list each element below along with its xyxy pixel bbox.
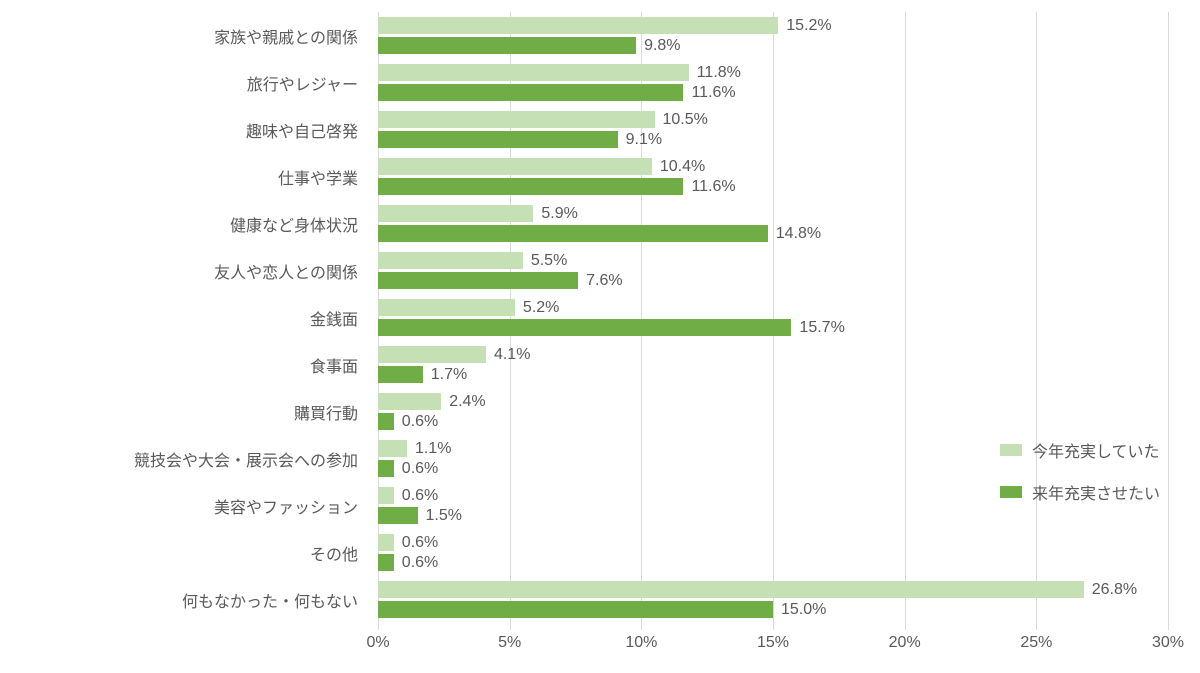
legend-swatch bbox=[1000, 486, 1022, 498]
bar-series-b bbox=[378, 413, 394, 430]
gridline bbox=[905, 12, 906, 624]
bar-value-label: 15.0% bbox=[781, 601, 826, 619]
legend-label: 来年充実させたい bbox=[1032, 480, 1160, 504]
bar-series-a bbox=[378, 111, 655, 128]
bar-value-label: 5.9% bbox=[541, 205, 577, 223]
bar-value-label: 11.6% bbox=[691, 178, 735, 196]
bar-series-a bbox=[378, 205, 533, 222]
bar-series-b bbox=[378, 319, 791, 336]
gridline bbox=[510, 12, 511, 624]
bar-value-label: 9.1% bbox=[626, 131, 662, 149]
bar-series-a bbox=[378, 64, 689, 81]
bar-value-label: 1.5% bbox=[426, 507, 462, 525]
category-label: 何もなかった・何もない bbox=[182, 588, 358, 612]
bar-series-b bbox=[378, 460, 394, 477]
category-label: 旅行やレジャー bbox=[247, 71, 358, 95]
bar-value-label: 14.8% bbox=[776, 225, 821, 243]
x-tick-label: 25% bbox=[1020, 634, 1052, 652]
bar-value-label: 7.6% bbox=[586, 272, 622, 290]
y-axis-labels: 家族や親戚との関係旅行やレジャー趣味や自己啓発仕事や学業健康など身体状況友人や恋… bbox=[0, 12, 368, 624]
category-label: 食事面 bbox=[310, 353, 358, 377]
legend: 今年充実していた来年充実させたい bbox=[1000, 438, 1160, 522]
x-tick-label: 15% bbox=[757, 634, 789, 652]
x-tick-label: 0% bbox=[366, 634, 389, 652]
bar-series-a bbox=[378, 17, 778, 34]
bar-value-label: 0.6% bbox=[402, 487, 438, 505]
x-tick-mark bbox=[641, 624, 642, 630]
bar-value-label: 0.6% bbox=[402, 460, 438, 478]
bar-series-a bbox=[378, 581, 1084, 598]
bar-value-label: 2.4% bbox=[449, 393, 485, 411]
gridline bbox=[773, 12, 774, 624]
bar-value-label: 1.7% bbox=[431, 366, 467, 384]
gridline bbox=[1168, 12, 1169, 624]
bar-value-label: 0.6% bbox=[402, 413, 438, 431]
bar-series-a bbox=[378, 487, 394, 504]
x-tick-mark bbox=[378, 624, 379, 630]
x-tick-mark bbox=[510, 624, 511, 630]
bar-series-a bbox=[378, 346, 486, 363]
bar-value-label: 5.5% bbox=[531, 252, 567, 270]
bar-value-label: 4.1% bbox=[494, 346, 530, 364]
x-tick-mark bbox=[1168, 624, 1169, 630]
bar-series-a bbox=[378, 252, 523, 269]
x-tick-label: 30% bbox=[1152, 634, 1184, 652]
bar-series-a bbox=[378, 534, 394, 551]
category-label: 購買行動 bbox=[294, 400, 358, 424]
x-tick-mark bbox=[1036, 624, 1037, 630]
bar-value-label: 0.6% bbox=[402, 534, 438, 552]
bar-value-label: 11.8% bbox=[697, 64, 741, 82]
bar-series-b bbox=[378, 554, 394, 571]
bar-series-b bbox=[378, 131, 618, 148]
category-label: 美容やファッション bbox=[214, 494, 358, 518]
bar-value-label: 15.7% bbox=[799, 319, 844, 337]
plot-area: 15.2% 9.8% 11.8% 11.6% 10.5%9.1% 10.4% 11.6% 5.… bbox=[378, 12, 1168, 624]
bar-value-label: 0.6% bbox=[402, 554, 438, 572]
bar-series-a bbox=[378, 440, 407, 457]
category-label: 競技会や大会・展示会への参加 bbox=[134, 447, 358, 471]
chart-container: 家族や親戚との関係旅行やレジャー趣味や自己啓発仕事や学業健康など身体状況友人や恋… bbox=[0, 0, 1200, 673]
bar-value-label: 9.8% bbox=[644, 37, 680, 55]
legend-item: 来年充実させたい bbox=[1000, 480, 1160, 504]
category-label: 仕事や学業 bbox=[278, 165, 358, 189]
category-label: 金銭面 bbox=[310, 306, 358, 330]
bar-value-label: 26.8% bbox=[1092, 581, 1137, 599]
bar-series-b bbox=[378, 366, 423, 383]
bar-series-a bbox=[378, 158, 652, 175]
legend-swatch bbox=[1000, 444, 1022, 456]
bar-value-label: 15.2% bbox=[786, 17, 831, 35]
x-tick-label: 10% bbox=[625, 634, 657, 652]
category-label: 家族や親戚との関係 bbox=[214, 24, 358, 48]
x-tick-label: 20% bbox=[889, 634, 921, 652]
bar-series-b bbox=[378, 37, 636, 54]
x-tick-label: 5% bbox=[498, 634, 521, 652]
x-tick-mark bbox=[773, 624, 774, 630]
category-label: 友人や恋人との関係 bbox=[214, 259, 358, 283]
bar-value-label: 10.5% bbox=[663, 111, 708, 129]
bar-value-label: 11.6% bbox=[691, 84, 735, 102]
bar-series-b bbox=[378, 84, 683, 101]
bar-series-a bbox=[378, 393, 441, 410]
gridline bbox=[378, 12, 379, 624]
legend-label: 今年充実していた bbox=[1032, 438, 1160, 462]
bar-series-b bbox=[378, 225, 768, 242]
bar-value-label: 5.2% bbox=[523, 299, 559, 317]
bar-value-label: 1.1% bbox=[415, 440, 451, 458]
category-label: 健康など身体状況 bbox=[230, 212, 358, 236]
x-tick-mark bbox=[905, 624, 906, 630]
bar-value-label: 10.4% bbox=[660, 158, 705, 176]
bar-series-b bbox=[378, 272, 578, 289]
bar-series-b bbox=[378, 507, 418, 524]
bar-series-a bbox=[378, 299, 515, 316]
category-label: 趣味や自己啓発 bbox=[246, 118, 358, 142]
gridline bbox=[641, 12, 642, 624]
legend-item: 今年充実していた bbox=[1000, 438, 1160, 462]
bar-series-b bbox=[378, 601, 773, 618]
gridline bbox=[1036, 12, 1037, 624]
bar-series-b bbox=[378, 178, 683, 195]
category-label: その他 bbox=[310, 541, 358, 565]
